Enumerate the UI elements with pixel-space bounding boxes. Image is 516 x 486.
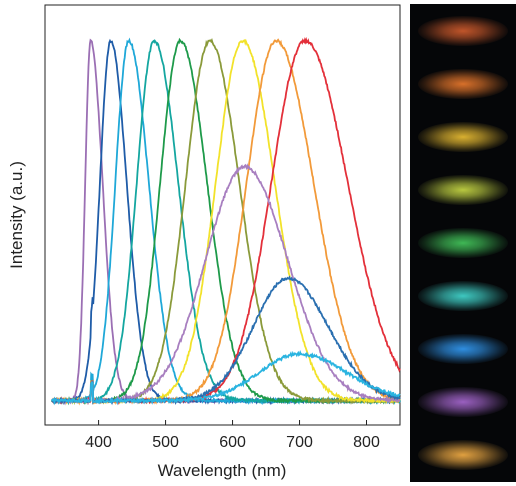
y-axis-label: Intensity (a.u.) <box>7 161 26 269</box>
emission-spot <box>418 121 508 152</box>
emission-spot <box>418 387 508 418</box>
series-layer <box>50 36 401 406</box>
plot-frame <box>44 4 401 426</box>
x-tick-label: 700 <box>286 434 313 451</box>
emission-spot <box>418 174 508 205</box>
emission-spot <box>418 334 508 365</box>
emission-spot <box>418 440 508 471</box>
emission-spot <box>418 228 508 258</box>
spectra-chart: 400 500 600 700 800 Wavelength (nm) Intensit… <box>7 4 401 480</box>
x-tick-label: 600 <box>219 434 246 451</box>
x-axis: 400 500 600 700 800 <box>85 420 380 451</box>
emission-spot <box>418 15 508 46</box>
x-tick-label: 800 <box>353 434 380 451</box>
x-axis-label: Wavelength (nm) <box>158 461 287 480</box>
spectrum-line <box>50 349 401 406</box>
emission-spot <box>418 68 508 99</box>
emission-spot <box>418 281 508 312</box>
x-tick-label: 500 <box>152 434 179 451</box>
emission-photo-strip <box>410 4 516 482</box>
x-tick-label: 400 <box>85 434 112 451</box>
